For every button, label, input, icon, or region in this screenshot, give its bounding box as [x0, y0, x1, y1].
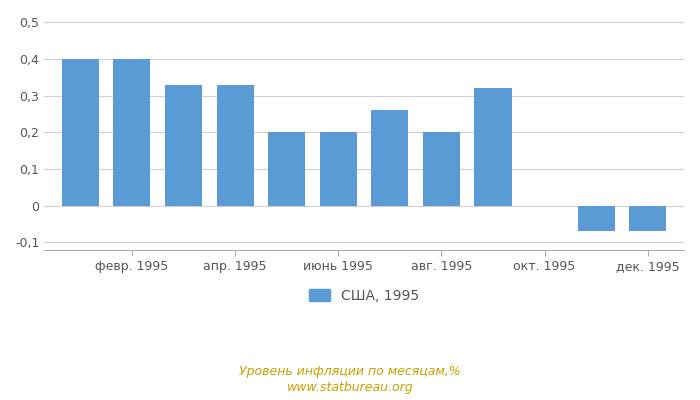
Bar [216, 85, 253, 206]
Text: Уровень инфляции по месяцам,%: Уровень инфляции по месяцам,% [239, 366, 461, 378]
Bar [629, 206, 666, 231]
Bar [475, 88, 512, 206]
Bar [578, 206, 615, 231]
Bar [113, 59, 150, 206]
Bar [320, 132, 357, 206]
Text: www.statbureau.org: www.statbureau.org [287, 382, 413, 394]
Bar [165, 85, 202, 206]
Bar [423, 132, 460, 206]
Legend: США, 1995: США, 1995 [303, 283, 425, 308]
Bar [62, 59, 99, 206]
Bar [371, 110, 408, 206]
Bar [268, 132, 305, 206]
